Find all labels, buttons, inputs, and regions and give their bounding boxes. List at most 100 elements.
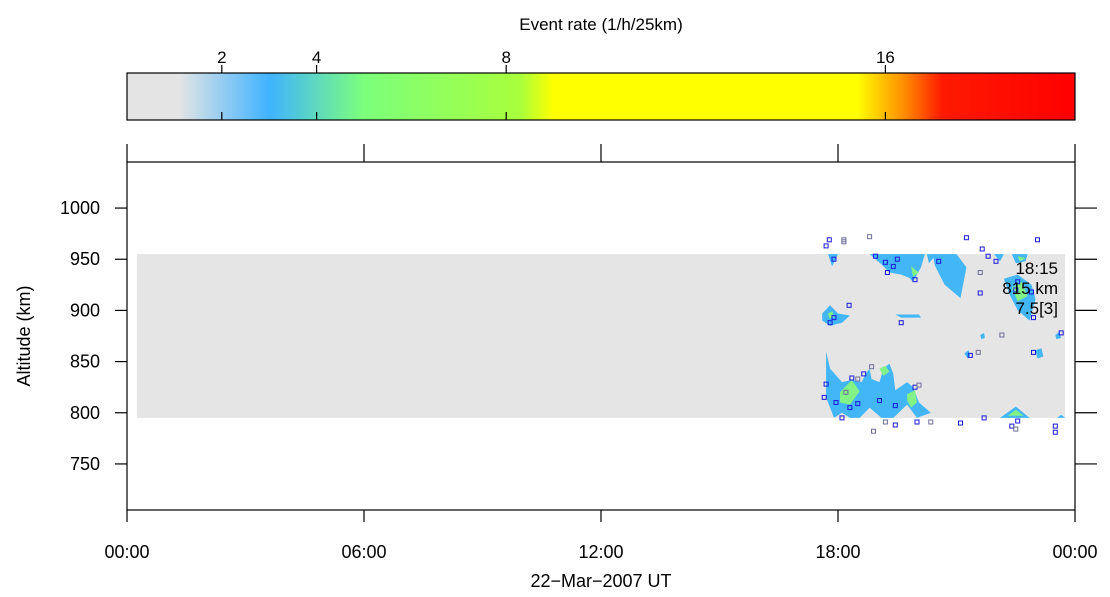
rate-contour-green <box>911 266 919 277</box>
rate-contour-green <box>1017 256 1026 262</box>
y-tick-label: 950 <box>70 249 100 269</box>
data-coverage-region <box>136 254 1066 418</box>
event-point <box>967 352 973 358</box>
y-tick-label: 800 <box>70 403 100 423</box>
event-point <box>877 398 882 403</box>
rate-contour-blue <box>1057 414 1066 418</box>
event-point <box>831 315 837 321</box>
event-point <box>849 375 855 381</box>
event-point <box>1031 349 1036 355</box>
event-point <box>898 320 904 326</box>
event-point <box>839 415 845 421</box>
event-point <box>867 234 873 240</box>
event-point <box>826 237 832 243</box>
event-point <box>823 243 829 249</box>
x-tick-label: 00:00 <box>1052 542 1097 562</box>
y-tick-label: 1000 <box>60 198 100 218</box>
event-point <box>958 420 963 426</box>
event-point <box>1052 423 1058 429</box>
event-point <box>861 371 867 377</box>
event-point <box>855 401 861 407</box>
plot-area: 00:00 06:00 12:00 18:00 00:00 750 800 850 900 95… <box>60 144 1098 562</box>
event-point <box>882 259 888 265</box>
colorbar-tick-label: 2 <box>217 48 226 67</box>
event-point <box>823 381 829 387</box>
colorbar-tick-label: 8 <box>501 48 510 67</box>
event-point <box>827 320 833 326</box>
event-point <box>1035 237 1040 243</box>
annotation-rate: 7.5[3] <box>1015 299 1058 318</box>
event-point <box>821 394 827 400</box>
event-point <box>977 270 983 275</box>
colorbar: Event rate (1/h/25km) 2 4 8 16 <box>126 15 1076 121</box>
event-point <box>1015 279 1021 285</box>
event-point <box>841 239 847 245</box>
y-axis-label: Altitude (km) <box>14 285 34 386</box>
annotation-time: 18:15 <box>1015 259 1058 278</box>
event-point <box>999 332 1005 338</box>
rate-contour-green <box>840 380 860 405</box>
event-point <box>979 246 985 252</box>
event-point <box>928 419 934 425</box>
event-point <box>846 302 852 308</box>
event-point <box>914 419 920 425</box>
event-point <box>847 405 853 411</box>
event-point <box>892 403 898 409</box>
event-point <box>1009 423 1015 429</box>
event-point <box>892 422 898 428</box>
event-point <box>833 400 839 405</box>
event-point <box>975 349 981 355</box>
event-point <box>871 428 876 434</box>
event-point <box>890 263 896 269</box>
event-point <box>1015 418 1021 424</box>
rate-contour-green <box>879 365 890 376</box>
rate-contour-green <box>1007 409 1024 416</box>
event-point <box>1058 330 1064 336</box>
event-point <box>936 258 942 264</box>
rate-contour-blue <box>1035 348 1044 359</box>
annotation-box: 18:15 815 km 7.5[3] <box>1002 259 1058 318</box>
y-tick-label: 850 <box>70 352 100 372</box>
event-point <box>882 419 888 425</box>
event-point <box>1013 426 1019 432</box>
event-point <box>1052 429 1058 435</box>
x-tick-label: 12:00 <box>578 542 623 562</box>
event-point <box>884 270 890 275</box>
y-tick-label: 900 <box>70 300 100 320</box>
x-axis-label: 22−Mar−2007 UT <box>530 571 671 591</box>
event-point <box>894 256 900 262</box>
x-tick-label: 06:00 <box>341 542 386 562</box>
event-point <box>1031 315 1036 321</box>
y-tick-label: 750 <box>70 454 100 474</box>
rate-contour-blue <box>980 332 985 340</box>
event-point <box>993 258 999 264</box>
event-point <box>855 376 861 382</box>
event-point <box>1029 289 1034 295</box>
colorbar-tick-label: 4 <box>312 48 321 67</box>
colorbar-gradient <box>126 72 1076 121</box>
x-tick-label: 18:00 <box>815 542 860 562</box>
event-point <box>985 253 991 259</box>
rate-contour-blue <box>964 350 971 359</box>
rate-contour-green <box>1011 281 1028 302</box>
event-point <box>912 277 918 283</box>
event-point <box>831 256 837 262</box>
rate-contour-blue <box>994 254 1004 262</box>
x-tick-label: 00:00 <box>104 542 149 562</box>
event-point <box>843 389 849 395</box>
rate-contour-green <box>907 390 917 408</box>
event-point <box>963 235 969 241</box>
rate-contour-blue <box>932 254 967 299</box>
event-point <box>916 382 922 388</box>
event-point <box>977 290 983 296</box>
rate-contour-blue <box>1055 331 1062 340</box>
colorbar-title: Event rate (1/h/25km) <box>519 15 682 34</box>
rate-contour-green <box>828 311 834 319</box>
colorbar-tick-label: 16 <box>876 48 895 67</box>
rate-contour-blue <box>895 314 921 318</box>
event-point <box>869 364 875 370</box>
event-point <box>1013 287 1019 293</box>
event-point <box>981 415 987 421</box>
annotation-altitude: 815 km <box>1002 279 1058 298</box>
